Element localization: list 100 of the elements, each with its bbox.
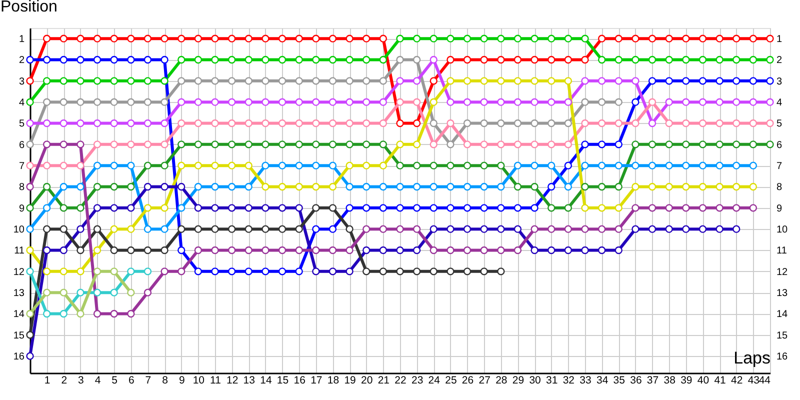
point	[312, 140, 320, 148]
point	[766, 119, 774, 128]
point	[278, 34, 286, 42]
point	[60, 119, 68, 128]
point	[144, 98, 152, 106]
point	[144, 140, 152, 148]
point	[665, 56, 673, 64]
x-tick-label: 27	[478, 374, 491, 386]
x-tick-label: 12	[226, 374, 238, 386]
point	[127, 288, 135, 296]
point	[42, 162, 51, 170]
point	[480, 140, 488, 148]
x-tick-label: 41	[714, 374, 726, 386]
point	[362, 56, 370, 64]
point	[312, 119, 320, 128]
point	[564, 98, 572, 106]
point	[446, 182, 454, 191]
point	[548, 182, 556, 191]
y-tick-label: 14	[13, 309, 25, 320]
x-tick-label: 14	[260, 374, 272, 386]
point	[60, 310, 68, 318]
point	[295, 246, 303, 254]
point	[581, 34, 589, 42]
y2-tick-label: 6	[776, 140, 782, 151]
point	[42, 268, 51, 276]
point	[379, 119, 388, 128]
point	[346, 56, 354, 64]
point	[682, 119, 690, 128]
point	[530, 204, 538, 212]
point	[548, 98, 556, 106]
point	[632, 182, 640, 191]
point	[648, 140, 656, 148]
point	[76, 204, 84, 212]
point	[42, 77, 51, 85]
point	[194, 268, 202, 276]
y-tick-label: 3	[18, 76, 25, 88]
point	[379, 225, 388, 233]
point	[93, 225, 102, 233]
point	[446, 34, 454, 42]
point	[480, 119, 488, 128]
point	[430, 34, 438, 42]
point	[749, 140, 758, 148]
point	[632, 77, 640, 85]
point	[295, 56, 303, 64]
point	[514, 225, 522, 233]
point	[716, 182, 724, 191]
point	[749, 182, 758, 191]
point	[42, 288, 51, 296]
point	[614, 182, 622, 191]
point	[632, 204, 640, 212]
x-tick-label: 15	[276, 374, 289, 386]
point	[278, 225, 286, 233]
y2-tick-label: 14	[776, 309, 788, 320]
x-tick-label: 30	[529, 374, 542, 386]
point	[194, 182, 202, 191]
point	[480, 77, 488, 85]
point	[127, 225, 135, 233]
point	[530, 56, 538, 64]
point	[732, 34, 740, 42]
point	[211, 77, 219, 85]
point	[665, 77, 673, 85]
x-tick-label: 34	[596, 374, 608, 386]
point	[110, 246, 118, 254]
point	[446, 246, 454, 254]
x-tick-label: 36	[630, 374, 642, 386]
point	[93, 140, 102, 148]
point	[26, 56, 34, 64]
point	[144, 225, 152, 233]
point	[26, 268, 34, 276]
point	[26, 331, 34, 339]
point	[93, 34, 102, 42]
point	[396, 98, 404, 106]
point	[76, 140, 84, 148]
point	[144, 288, 152, 296]
point	[211, 56, 219, 64]
point	[312, 246, 320, 254]
point	[716, 140, 724, 148]
point	[716, 77, 724, 85]
point	[76, 162, 84, 170]
point	[42, 98, 51, 106]
point	[446, 119, 454, 128]
point	[278, 140, 286, 148]
point	[530, 119, 538, 128]
point	[110, 182, 118, 191]
point	[228, 246, 236, 254]
point	[480, 98, 488, 106]
point	[127, 140, 135, 148]
point	[412, 119, 421, 128]
point	[93, 98, 102, 106]
point	[42, 182, 51, 191]
point	[362, 246, 370, 254]
point	[178, 77, 186, 85]
point	[228, 225, 236, 233]
x-tick-label: 4	[94, 374, 101, 386]
point	[581, 162, 589, 170]
point	[160, 246, 168, 254]
point	[698, 182, 707, 191]
point	[632, 225, 640, 233]
point	[160, 56, 168, 64]
point	[716, 34, 724, 42]
